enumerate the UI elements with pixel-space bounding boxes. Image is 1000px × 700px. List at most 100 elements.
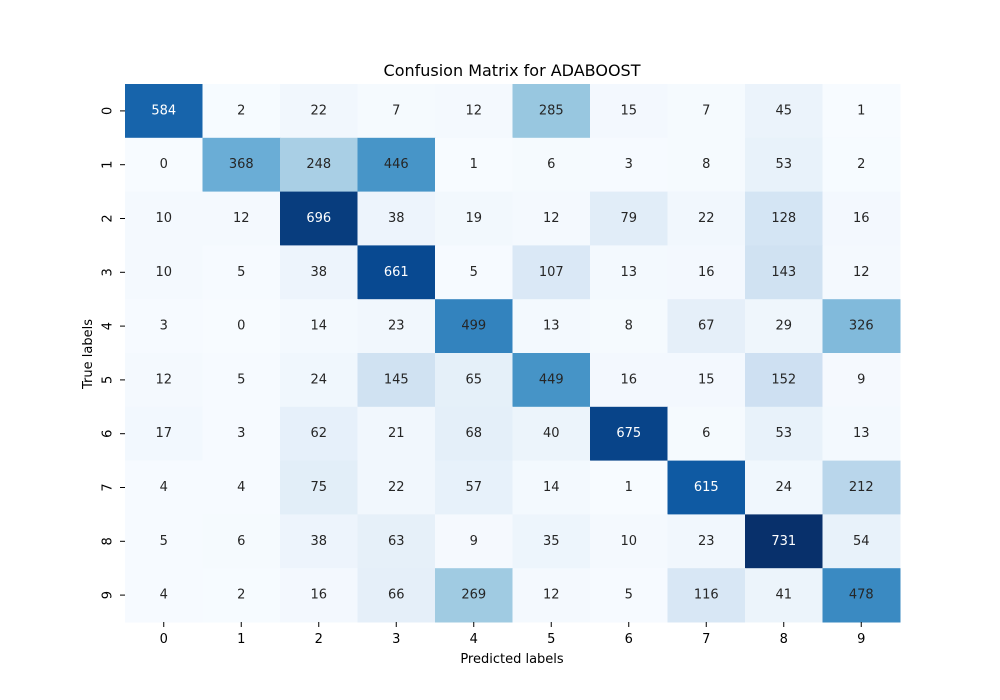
x-tick-label: 3 — [392, 632, 400, 647]
heatmap-cell — [667, 568, 746, 623]
cell-value-label: 4 — [160, 480, 168, 495]
heatmap-cell — [745, 406, 823, 462]
heatmap-cell-labels: 584 2 22 7 12 285 15 7 45 10 368 248 446 1 6 3 8 53 210 12 6… — [151, 103, 873, 602]
cell-value-label: 696 — [306, 211, 331, 226]
heatmap-cell — [357, 84, 436, 139]
cell-value-label: 1 — [625, 480, 633, 495]
cell-value-label: 731 — [771, 534, 796, 549]
heatmap-cell — [745, 84, 823, 139]
y-axis-ticks: 0 1 2 3 4 5 6 7 8 9 — [101, 107, 125, 599]
chart-title: Confusion Matrix for ADABOOST — [384, 61, 641, 80]
heatmap-cell — [280, 353, 358, 408]
heatmap-cell — [512, 460, 591, 515]
heatmap-cell — [590, 137, 668, 193]
cell-value-label: 14 — [310, 319, 327, 334]
cell-value-label: 0 — [160, 157, 168, 172]
cell-value-label: 16 — [853, 211, 870, 226]
heatmap-cell — [435, 137, 513, 193]
cell-value-label: 54 — [853, 534, 870, 549]
x-tick-label: 0 — [160, 632, 168, 647]
heatmap-cell — [435, 353, 513, 408]
heatmap-cell — [202, 245, 281, 300]
heatmap-cell — [590, 299, 668, 354]
cell-value-label: 9 — [470, 534, 478, 549]
cell-value-label: 675 — [616, 426, 641, 441]
heatmap-cell — [590, 245, 668, 300]
cell-value-label: 23 — [698, 534, 715, 549]
cell-value-label: 8 — [625, 319, 633, 334]
cell-value-label: 12 — [543, 588, 560, 603]
heatmap-cell — [590, 406, 668, 462]
heatmap-cell — [745, 353, 823, 408]
heatmap-cell — [512, 406, 591, 462]
cell-value-label: 285 — [539, 103, 564, 118]
heatmap-cell — [202, 568, 281, 623]
heatmap-cell — [745, 514, 823, 569]
cell-value-label: 3 — [160, 319, 168, 334]
cell-value-label: 63 — [388, 534, 405, 549]
cell-value-label: 2 — [857, 157, 865, 172]
heatmap-cells — [125, 84, 901, 623]
cell-value-label: 23 — [388, 319, 405, 334]
cell-value-label: 22 — [388, 480, 405, 495]
cell-value-label: 12 — [853, 265, 870, 280]
cell-value-label: 22 — [310, 103, 327, 118]
heatmap-cell — [280, 406, 358, 462]
cell-value-label: 446 — [384, 157, 409, 172]
cell-value-label: 17 — [155, 426, 172, 441]
cell-value-label: 368 — [229, 157, 254, 172]
cell-value-label: 15 — [698, 372, 715, 387]
heatmap-cell — [745, 299, 823, 354]
heatmap-cell — [125, 568, 203, 623]
heatmap-cell — [125, 353, 203, 408]
heatmap-cell — [202, 353, 281, 408]
cell-value-label: 269 — [461, 588, 486, 603]
heatmap-cell — [822, 406, 901, 462]
heatmap-cell — [512, 568, 591, 623]
cell-value-label: 66 — [388, 588, 405, 603]
heatmap-cell — [512, 84, 591, 139]
x-tick-label: 1 — [237, 632, 245, 647]
cell-value-label: 14 — [543, 480, 560, 495]
heatmap-cell — [590, 568, 668, 623]
cell-value-label: 16 — [620, 372, 637, 387]
cell-value-label: 2 — [237, 103, 245, 118]
cell-value-label: 12 — [465, 103, 482, 118]
heatmap-cell — [745, 137, 823, 193]
cell-value-label: 116 — [694, 588, 719, 603]
heatmap-cell — [280, 191, 358, 246]
heatmap-cell — [822, 460, 901, 515]
x-tick-label: 9 — [857, 632, 865, 647]
cell-value-label: 12 — [155, 372, 172, 387]
cell-value-label: 79 — [620, 211, 637, 226]
cell-value-label: 3 — [625, 157, 633, 172]
cell-value-label: 152 — [771, 372, 796, 387]
y-tick-label: 5 — [101, 376, 116, 384]
cell-value-label: 21 — [388, 426, 405, 441]
cell-value-label: 145 — [384, 372, 409, 387]
cell-value-label: 5 — [470, 265, 478, 280]
cell-value-label: 10 — [155, 211, 172, 226]
heatmap-cell — [357, 568, 436, 623]
heatmap-cell — [280, 84, 358, 139]
y-tick-label: 4 — [101, 322, 116, 330]
cell-value-label: 53 — [775, 426, 792, 441]
y-tick-label: 1 — [101, 161, 116, 169]
heatmap-cell — [202, 514, 281, 569]
y-tick-label: 2 — [101, 214, 116, 222]
heatmap-cell — [357, 514, 436, 569]
heatmap-cell — [512, 245, 591, 300]
cell-value-label: 38 — [310, 265, 327, 280]
cell-value-label: 57 — [465, 480, 482, 495]
cell-value-label: 22 — [698, 211, 715, 226]
y-axis-label: True labels — [81, 319, 96, 390]
cell-value-label: 7 — [392, 103, 400, 118]
heatmap-cell — [822, 299, 901, 354]
cell-value-label: 65 — [465, 372, 482, 387]
cell-value-label: 0 — [237, 319, 245, 334]
heatmap-cell — [125, 191, 203, 246]
cell-value-label: 15 — [620, 103, 637, 118]
cell-value-label: 3 — [237, 426, 245, 441]
heatmap-cell — [280, 568, 358, 623]
